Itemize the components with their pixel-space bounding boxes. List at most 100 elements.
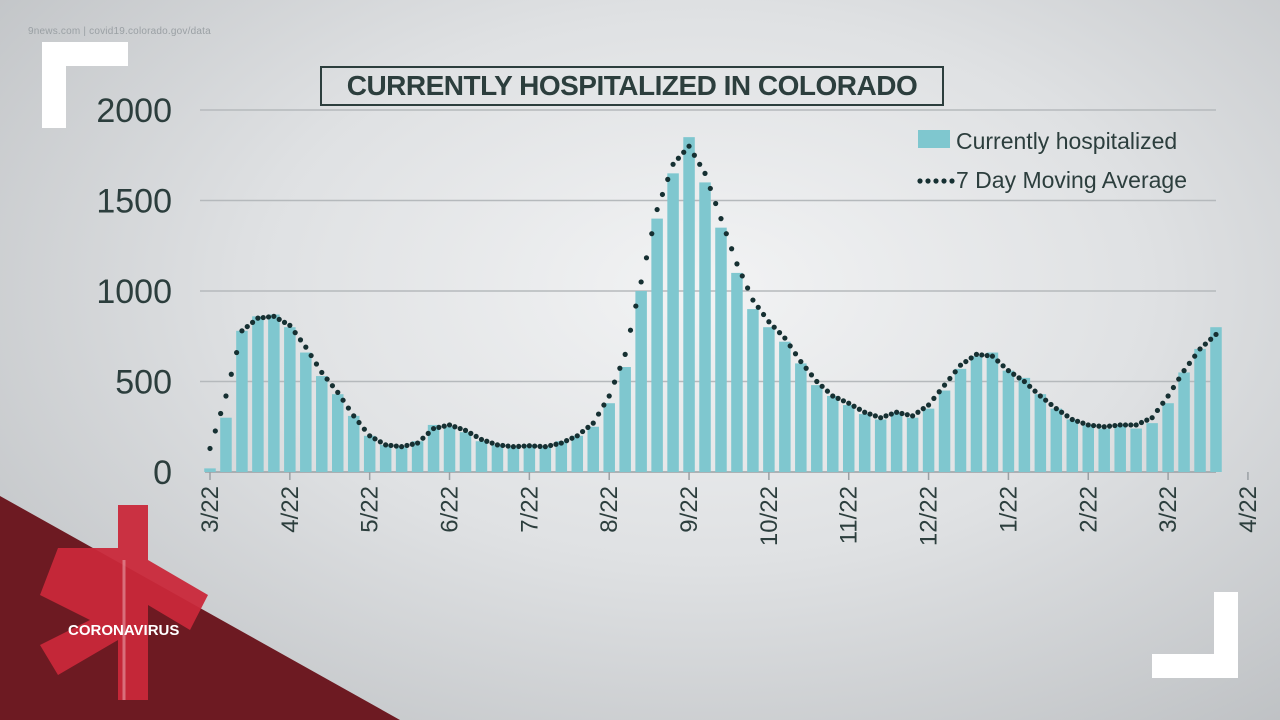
moving-average-point <box>1064 413 1070 419</box>
x-tick-label: 8/22 <box>596 486 623 533</box>
x-tick-label: 11/22 <box>836 486 863 544</box>
moving-average-point <box>675 155 682 161</box>
moving-average-point <box>989 353 996 359</box>
bar <box>667 173 679 472</box>
moving-average-point <box>803 365 809 371</box>
moving-average-point <box>212 428 218 434</box>
moving-average-point <box>521 443 527 449</box>
moving-average-point <box>888 411 894 417</box>
bar <box>475 441 488 472</box>
moving-average-point <box>904 412 910 418</box>
moving-average-point <box>372 436 378 442</box>
moving-average-point <box>420 435 426 441</box>
moving-average-point <box>436 424 442 430</box>
x-tick-label: 3/22 <box>197 486 224 533</box>
frame-bracket-bottom-right-bar <box>1152 654 1238 678</box>
moving-average-point <box>627 327 634 333</box>
x-tick-label: 2/22 <box>1075 486 1102 533</box>
legend-dot <box>925 178 931 184</box>
moving-average-point <box>500 442 506 449</box>
bar <box>1130 428 1142 472</box>
bar <box>635 291 647 472</box>
bar <box>427 424 440 472</box>
x-tick-label: 10/22 <box>756 486 783 546</box>
bar <box>779 341 791 472</box>
bar <box>316 376 328 472</box>
bar <box>938 390 951 472</box>
moving-average-point <box>335 389 341 395</box>
chart-title: CURRENTLY HOSPITALIZED IN COLORADO <box>320 66 944 106</box>
moving-average-point <box>239 328 245 334</box>
moving-average-point <box>979 352 985 358</box>
bar <box>587 426 599 472</box>
bar <box>507 446 520 472</box>
bar <box>986 352 999 472</box>
moving-average-point <box>526 443 532 449</box>
moving-average-point <box>494 442 501 448</box>
moving-average-point <box>973 351 980 357</box>
moving-average-point <box>606 393 612 399</box>
moving-average-point <box>771 324 777 330</box>
moving-average-point <box>1117 422 1123 428</box>
moving-average-point <box>516 443 522 449</box>
moving-average-point <box>489 440 495 446</box>
bar <box>395 446 408 472</box>
x-tick-label: 5/22 <box>357 486 384 533</box>
moving-average-point <box>867 411 873 417</box>
moving-average-point <box>1149 415 1155 421</box>
moving-average-point <box>329 383 336 389</box>
bar <box>571 435 584 472</box>
moving-average-point <box>856 406 862 412</box>
bar <box>1178 372 1190 472</box>
y-tick-label: 500 <box>115 364 172 402</box>
moving-average-point <box>1160 400 1166 406</box>
bar <box>619 367 631 472</box>
moving-average-point <box>686 143 692 149</box>
moving-average-point <box>340 397 346 403</box>
moving-average-point <box>425 430 431 436</box>
legend-dot <box>933 178 939 184</box>
moving-average-point <box>755 304 761 310</box>
moving-average-point <box>319 369 325 376</box>
bar <box>715 227 727 472</box>
moving-average-point <box>457 425 463 432</box>
bar <box>379 444 392 472</box>
x-tick-label: 4/22 <box>1235 486 1262 533</box>
moving-average-point <box>611 379 618 385</box>
moving-average-point <box>1059 409 1065 415</box>
moving-average-point <box>388 442 394 449</box>
moving-average-point <box>787 343 793 349</box>
moving-average-point <box>766 319 772 325</box>
bar <box>300 352 312 472</box>
legend: Currently hospitalized 7 Day Moving Aver… <box>917 128 1187 193</box>
moving-average-point <box>297 337 304 343</box>
moving-average-point <box>1133 422 1139 428</box>
moving-average-point <box>590 420 596 426</box>
bar <box>331 394 344 472</box>
moving-average-point <box>218 410 224 417</box>
moving-average-point <box>468 430 474 436</box>
bar <box>523 444 536 472</box>
moving-average-point <box>638 279 644 285</box>
moving-average-point <box>564 438 570 444</box>
y-tick-label: 2000 <box>96 92 172 130</box>
bar <box>1194 348 1206 472</box>
moving-average-point <box>207 445 213 452</box>
moving-average-point <box>308 352 314 359</box>
bar <box>874 419 887 472</box>
bar <box>491 444 504 472</box>
bar <box>763 327 775 472</box>
moving-average-point <box>441 423 447 429</box>
moving-average-point <box>409 441 415 447</box>
moving-average-point <box>649 231 655 237</box>
bar <box>1050 408 1063 472</box>
y-axis: 0 500 1000 1500 2000 <box>96 92 172 492</box>
moving-average-point <box>760 311 767 318</box>
moving-average-point <box>707 185 713 192</box>
moving-average-point <box>872 413 878 419</box>
moving-average-point <box>1181 368 1187 374</box>
bar <box>842 405 855 472</box>
moving-average-point <box>244 323 250 330</box>
moving-average-point <box>1165 393 1171 399</box>
moving-average-point <box>223 393 229 399</box>
